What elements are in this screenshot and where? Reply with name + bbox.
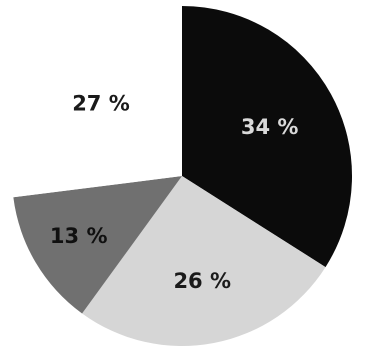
pie-slice-3 (13, 176, 183, 314)
pie-slice-2 (82, 176, 326, 346)
pie-slice-label-2: 26 % (173, 269, 231, 293)
pie-slice-1 (182, 6, 353, 268)
slices-layer (11, 6, 353, 346)
pie-slice-label-3: 13 % (50, 224, 108, 248)
labels-layer: 34 % 26 % 13 % 27 % (50, 92, 298, 294)
pie-slice-label-4: 27 % (72, 92, 130, 116)
pie-slice-4 (11, 6, 182, 198)
pie-slice-label-1: 34 % (241, 115, 299, 139)
